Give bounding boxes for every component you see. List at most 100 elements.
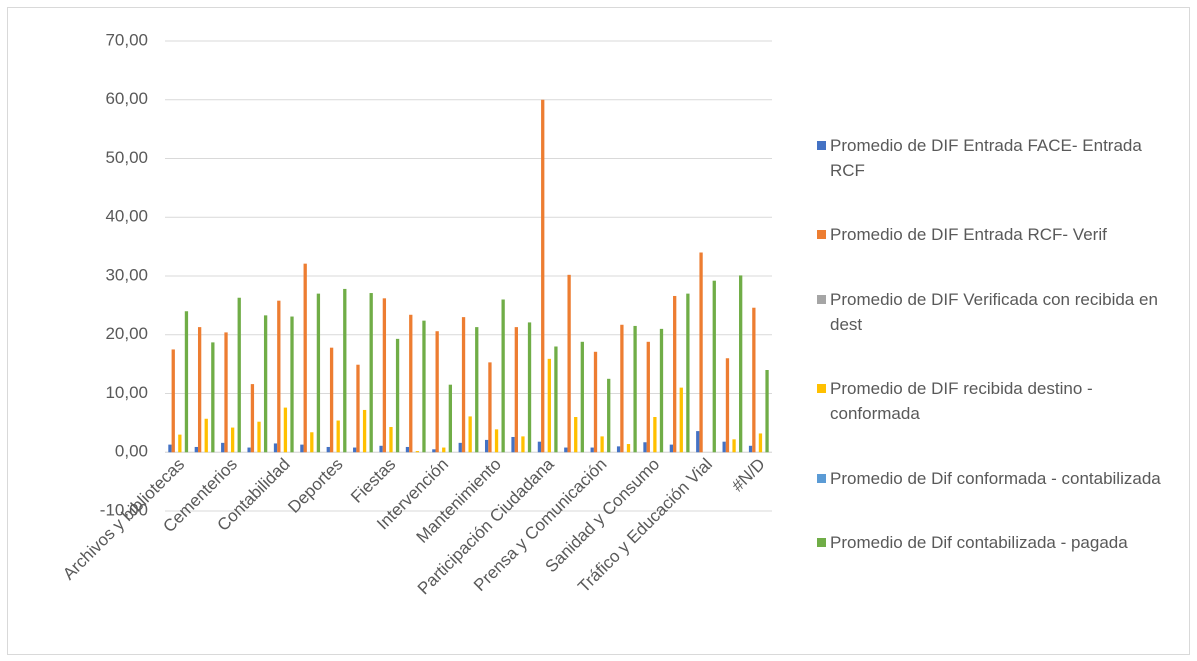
bar bbox=[237, 297, 241, 453]
bar bbox=[574, 417, 578, 453]
bar bbox=[653, 417, 657, 453]
bar bbox=[501, 299, 505, 453]
bar bbox=[194, 446, 198, 453]
bar bbox=[580, 341, 584, 453]
bar bbox=[369, 293, 373, 453]
legend-swatch bbox=[817, 141, 826, 150]
y-tick-label: 30,00 bbox=[105, 265, 148, 284]
bar bbox=[310, 432, 314, 453]
bar bbox=[290, 316, 294, 453]
bar bbox=[659, 328, 664, 453]
legend-item: Promedio de DIF Verificada con recibida … bbox=[817, 287, 1177, 337]
bar bbox=[758, 433, 763, 453]
bar bbox=[336, 420, 340, 453]
bar bbox=[343, 288, 347, 453]
bar bbox=[458, 442, 462, 453]
bar bbox=[432, 449, 436, 453]
bar bbox=[362, 409, 367, 453]
bar bbox=[178, 434, 182, 453]
bar bbox=[567, 274, 571, 453]
legend-label: Promedio de DIF Entrada RCF- Verif bbox=[830, 225, 1107, 245]
bar bbox=[646, 341, 650, 453]
bar bbox=[395, 338, 400, 453]
bar bbox=[263, 315, 268, 453]
bar bbox=[250, 384, 255, 453]
legend-item: Promedio de DIF Entrada FACE- Entrada RC… bbox=[817, 133, 1177, 183]
bar bbox=[171, 349, 175, 453]
legend-swatch bbox=[817, 537, 826, 547]
bar bbox=[725, 358, 730, 453]
legend-swatch bbox=[817, 230, 826, 240]
bar bbox=[564, 447, 568, 453]
bar bbox=[405, 446, 410, 453]
y-tick-label: -10,00 bbox=[100, 500, 148, 519]
bar bbox=[554, 346, 558, 453]
bar bbox=[679, 387, 683, 453]
bar bbox=[626, 444, 631, 453]
bar bbox=[283, 407, 288, 453]
bar bbox=[722, 441, 726, 453]
legend-swatch bbox=[817, 294, 826, 304]
bar bbox=[521, 436, 525, 453]
bar bbox=[379, 445, 383, 453]
bar bbox=[752, 307, 756, 453]
bar bbox=[468, 416, 472, 453]
bar bbox=[673, 295, 677, 453]
bar bbox=[168, 444, 172, 453]
bar bbox=[329, 347, 334, 453]
y-tick-label: 50,00 bbox=[105, 148, 148, 167]
y-tick-label: 20,00 bbox=[105, 324, 148, 343]
bar bbox=[527, 322, 532, 453]
bar bbox=[765, 370, 769, 453]
bar bbox=[699, 252, 703, 453]
bar bbox=[326, 446, 330, 453]
bar bbox=[211, 342, 215, 453]
y-tick-label: 70,00 bbox=[105, 30, 148, 49]
legend-label: Promedio de Dif contabilizada - pagada bbox=[830, 532, 1128, 552]
legend-item: Promedio de Dif contabilizada - pagada bbox=[817, 530, 1177, 555]
bar bbox=[461, 317, 466, 453]
bar bbox=[484, 439, 489, 453]
bar bbox=[356, 364, 360, 453]
bar bbox=[257, 421, 261, 453]
bar bbox=[230, 427, 235, 453]
y-tick-label: 0,00 bbox=[115, 442, 148, 461]
bar bbox=[300, 444, 304, 453]
bar bbox=[442, 447, 446, 453]
bar bbox=[277, 300, 281, 453]
chart-border bbox=[7, 7, 1190, 655]
bar bbox=[590, 447, 594, 453]
x-tick-label: Deportes bbox=[284, 455, 346, 517]
legend-item: Promedio de DIF Entrada RCF- Verif bbox=[817, 222, 1177, 247]
bar bbox=[541, 99, 545, 453]
bar bbox=[316, 293, 321, 453]
bar bbox=[415, 451, 420, 453]
bar bbox=[712, 280, 716, 453]
bar bbox=[224, 332, 228, 453]
bar bbox=[739, 275, 743, 453]
legend-item: Promedio de Dif conformada - contabiliza… bbox=[817, 466, 1177, 491]
legend: Promedio de DIF Entrada FACE- Entrada RC… bbox=[817, 133, 1177, 555]
bar bbox=[514, 327, 518, 453]
legend-swatch bbox=[817, 384, 826, 394]
legend-item: Promedio de DIF recibida destino - confo… bbox=[817, 376, 1177, 426]
bar bbox=[303, 263, 307, 453]
bar bbox=[184, 311, 189, 453]
bar bbox=[494, 429, 499, 453]
y-tick-label: 40,00 bbox=[105, 207, 148, 226]
bar bbox=[273, 443, 278, 453]
bar bbox=[696, 431, 700, 453]
y-tick-label: 10,00 bbox=[105, 383, 148, 402]
bar bbox=[732, 439, 736, 453]
bar bbox=[197, 327, 202, 453]
y-tick-label: 60,00 bbox=[105, 89, 148, 108]
bar bbox=[475, 327, 479, 453]
bar bbox=[633, 325, 637, 453]
bar bbox=[221, 442, 225, 453]
bar bbox=[643, 442, 647, 453]
bar bbox=[488, 362, 492, 453]
bar bbox=[620, 324, 624, 453]
bar bbox=[537, 441, 542, 453]
